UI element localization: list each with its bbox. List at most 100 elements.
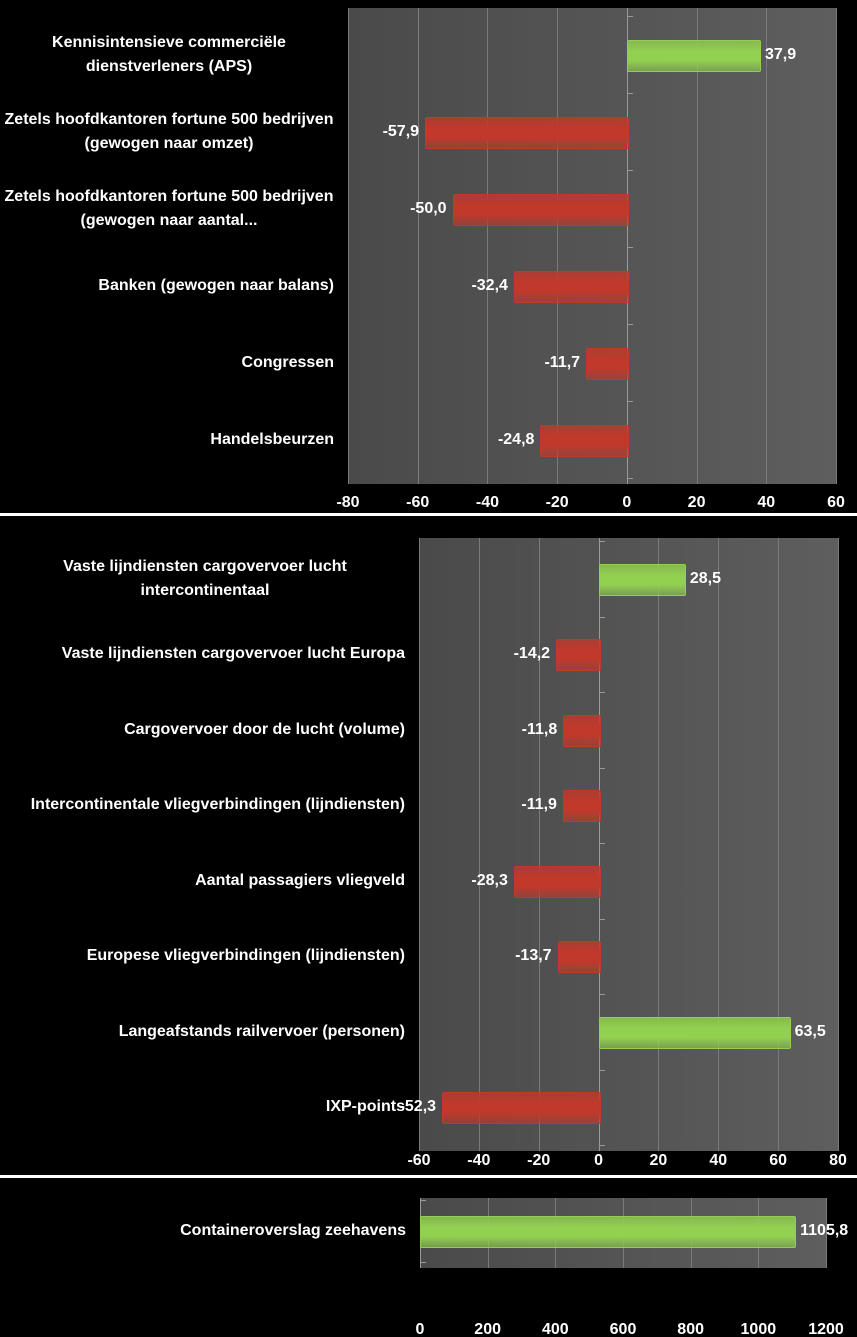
category-tick: [598, 994, 605, 995]
grid-line: [778, 538, 780, 1151]
category-tick: [626, 247, 633, 248]
data-label: 63,5: [794, 1022, 826, 1040]
x-tick-label: 40: [709, 1152, 728, 1169]
data-label: -57,9: [382, 122, 420, 140]
category-tick: [598, 616, 605, 618]
grid-line: [348, 8, 349, 484]
category-tick: [626, 93, 633, 94]
data-label: -11,8: [521, 720, 558, 738]
bar: [513, 270, 629, 303]
category-tick: [626, 170, 633, 171]
x-tick-label: 1200: [808, 1321, 844, 1337]
bar: [562, 790, 601, 823]
data-label: -28,3: [471, 871, 508, 889]
grid-line: [658, 538, 660, 1151]
x-tick-label: 60: [827, 494, 845, 511]
bar: [452, 193, 629, 226]
x-tick-label: 0: [415, 1321, 425, 1337]
category-label: IXP-points: [325, 1098, 405, 1116]
x-tick-label: -20: [527, 1152, 551, 1169]
category-tick: [598, 843, 605, 844]
x-tick-label: 1000: [740, 1321, 777, 1337]
category-label: Containeroverslag zeehavens: [180, 1222, 406, 1239]
bar: [420, 1216, 797, 1248]
bar: [586, 347, 629, 380]
grid-line: [487, 8, 489, 484]
bar: [598, 563, 686, 596]
x-tick-label: 20: [649, 1152, 668, 1169]
data-label: -24,8: [497, 430, 535, 448]
plot-area: [348, 8, 836, 484]
category-label: Congressen: [241, 353, 334, 371]
bar: [626, 39, 761, 72]
category-tick: [598, 541, 605, 542]
grid-line: [478, 538, 480, 1151]
data-label: -11,7: [544, 353, 581, 371]
category-label: Aantal passagiers vliegveld: [195, 871, 405, 889]
grid-line: [766, 8, 768, 484]
data-label: -50,0: [410, 199, 447, 217]
x-tick-label: -40: [475, 494, 499, 511]
x-tick-label: 20: [687, 494, 706, 511]
category-label: Europese vliegverbindingen (lijndiensten…: [86, 947, 405, 965]
bar: [442, 1092, 601, 1125]
grid-line: [826, 1198, 827, 1268]
grid-line: [838, 538, 839, 1151]
category-tick: [420, 1200, 426, 1201]
bar: [513, 865, 601, 898]
x-tick-label: 80: [829, 1152, 847, 1169]
x-tick-label: 200: [474, 1321, 502, 1337]
data-label: -11,9: [521, 796, 557, 814]
category-label: Zetels hoofdkantoren fortune 500 bedrijv…: [4, 187, 334, 229]
bar: [598, 1016, 791, 1049]
data-label: -14,2: [513, 645, 551, 663]
data-label: -52,3: [399, 1098, 437, 1116]
data-label: 1105,8: [800, 1222, 849, 1239]
category-label: Banken (gewogen naar balans): [98, 276, 334, 294]
data-label: -13,7: [515, 947, 552, 965]
category-label: Vaste lijndiensten cargovervoer lucht Eu…: [61, 645, 405, 663]
grid-line: [836, 8, 837, 484]
bar: [563, 714, 601, 747]
x-tick-label: 400: [541, 1321, 569, 1337]
data-label: -32,4: [471, 276, 508, 294]
x-tick-label: 800: [677, 1321, 705, 1337]
category-tick: [626, 16, 633, 17]
category-tick: [598, 918, 605, 920]
category-axis: [626, 8, 628, 484]
category-tick: [598, 692, 605, 693]
grid-line: [419, 538, 420, 1151]
grid-line: [557, 8, 559, 484]
category-tick: [598, 1145, 605, 1146]
x-tick-label: 600: [609, 1321, 637, 1337]
x-tick-label: -60: [407, 1152, 431, 1169]
x-tick-label: 0: [594, 1152, 604, 1169]
bar: [557, 941, 601, 974]
bar: [556, 639, 601, 672]
category-tick: [626, 324, 633, 325]
category-tick: [598, 767, 605, 769]
x-tick-label: 0: [622, 494, 632, 511]
x-tick-label: -60: [406, 494, 430, 511]
plot-area: [419, 538, 838, 1151]
category-axis: [598, 538, 600, 1151]
x-tick-label: 60: [769, 1152, 788, 1169]
grid-line: [696, 8, 698, 484]
category-label: Vaste lijndiensten cargovervoer lucht in…: [63, 557, 347, 599]
bar: [425, 116, 629, 149]
x-tick-label: -40: [467, 1152, 491, 1169]
category-label: Langeafstands railvervoer (personen): [118, 1022, 405, 1040]
x-tick-label: 40: [757, 494, 776, 511]
category-tick: [626, 401, 633, 402]
grid-line: [417, 8, 419, 484]
x-tick-label: -80: [336, 494, 360, 511]
data-label: 37,9: [764, 45, 797, 63]
category-tick: [598, 1069, 605, 1071]
category-label: Intercontinentale vliegverbindingen (lij…: [30, 796, 405, 814]
grid-line: [718, 538, 720, 1151]
data-label: 28,5: [689, 569, 721, 587]
category-tick: [626, 478, 633, 479]
category-label: Kennisintensieve commerciële dienstverle…: [52, 33, 286, 75]
bar: [540, 424, 629, 457]
